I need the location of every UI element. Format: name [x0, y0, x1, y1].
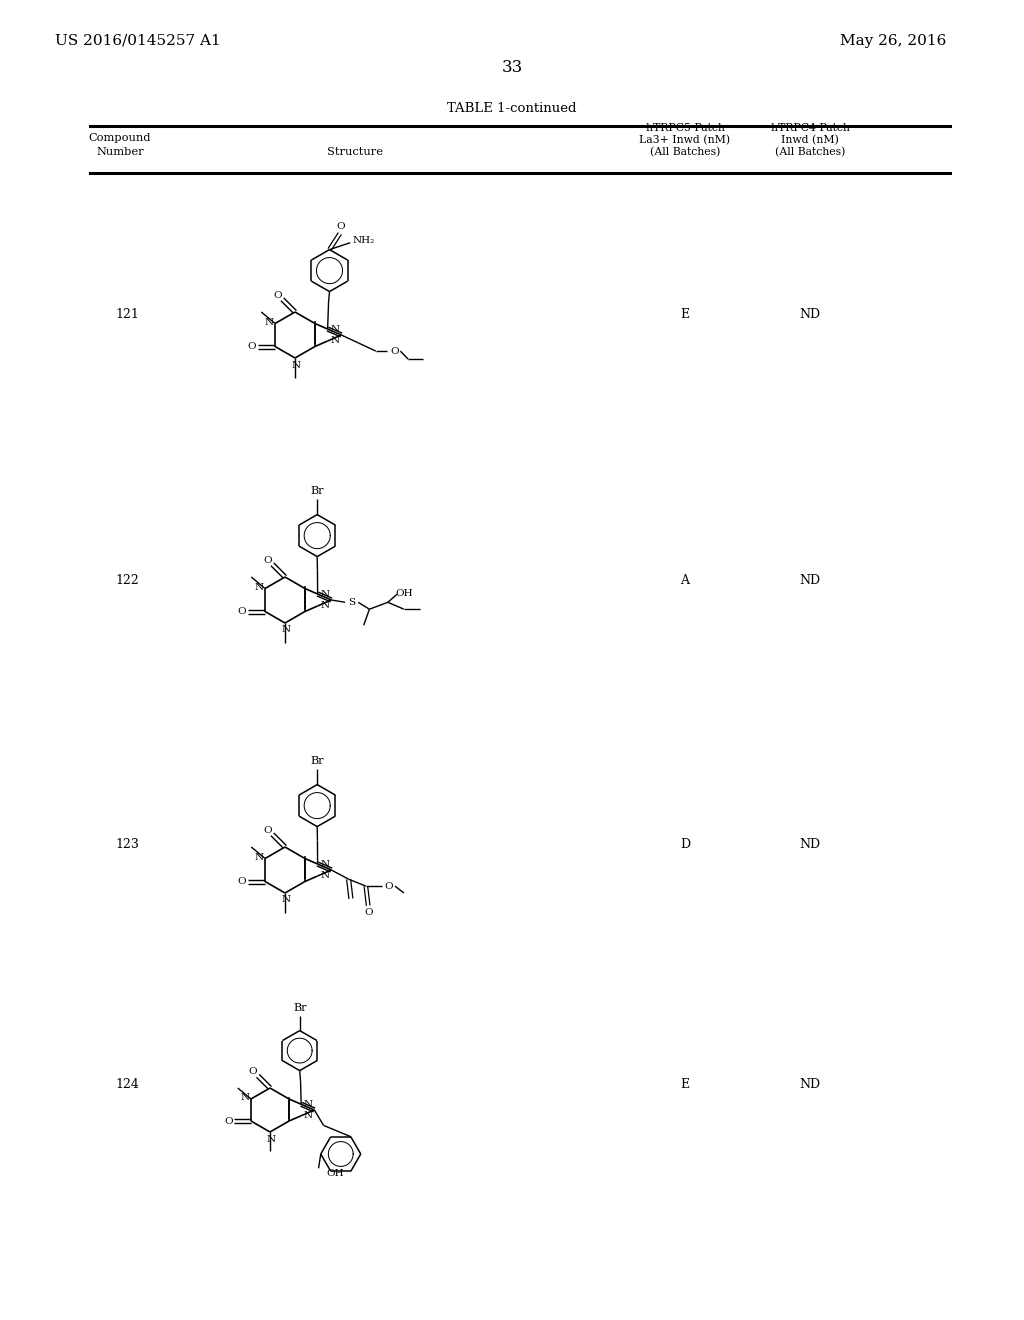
Text: ND: ND [800, 309, 820, 322]
Text: N: N [264, 318, 273, 327]
Text: D: D [680, 838, 690, 851]
Text: N: N [282, 626, 291, 635]
Text: O: O [238, 876, 246, 886]
Text: N: N [304, 1111, 312, 1121]
Text: N: N [282, 895, 291, 904]
Text: O: O [263, 826, 271, 834]
Text: La3+ Inwd (nM): La3+ Inwd (nM) [639, 135, 730, 145]
Text: (All Batches): (All Batches) [650, 147, 720, 157]
Text: O: O [224, 1117, 232, 1126]
Text: O: O [365, 908, 374, 917]
Text: N: N [266, 1134, 275, 1143]
Text: hTRPC4 Patch: hTRPC4 Patch [771, 123, 850, 133]
Text: A: A [681, 573, 689, 586]
Text: (All Batches): (All Batches) [775, 147, 845, 157]
Text: O: O [273, 290, 282, 300]
Text: May 26, 2016: May 26, 2016 [840, 34, 946, 48]
Text: N: N [330, 325, 339, 334]
Text: 33: 33 [502, 59, 522, 77]
Text: N: N [330, 337, 339, 346]
Text: Br: Br [293, 1003, 306, 1014]
Text: O: O [385, 882, 393, 891]
Text: N: N [321, 859, 329, 869]
Text: E: E [680, 309, 689, 322]
Text: NH₂: NH₂ [352, 236, 375, 246]
Text: N: N [255, 583, 263, 591]
Text: Number: Number [96, 147, 143, 157]
Text: O: O [263, 556, 271, 565]
Text: TABLE 1-continued: TABLE 1-continued [447, 102, 577, 115]
Text: N: N [321, 602, 329, 610]
Text: US 2016/0145257 A1: US 2016/0145257 A1 [55, 34, 221, 48]
Text: OH: OH [395, 589, 413, 598]
Text: ND: ND [800, 838, 820, 851]
Text: ND: ND [800, 1078, 820, 1092]
Text: O: O [248, 342, 256, 351]
Text: OH: OH [326, 1168, 344, 1177]
Text: 122: 122 [115, 573, 138, 586]
Text: O: O [337, 222, 345, 231]
Text: Inwd (nM): Inwd (nM) [781, 135, 839, 145]
Text: hTRPC5 Patch: hTRPC5 Patch [645, 123, 724, 133]
Text: N: N [241, 1093, 250, 1102]
Text: S: S [348, 598, 355, 607]
Text: ND: ND [800, 573, 820, 586]
Text: E: E [680, 1078, 689, 1092]
Text: N: N [321, 871, 329, 880]
Text: 123: 123 [115, 838, 139, 851]
Text: O: O [390, 347, 398, 355]
Text: N: N [255, 853, 263, 862]
Text: Br: Br [310, 755, 324, 766]
Text: O: O [238, 607, 246, 616]
Text: 124: 124 [115, 1078, 139, 1092]
Text: N: N [321, 590, 329, 598]
Text: Compound: Compound [89, 133, 152, 143]
Text: O: O [249, 1068, 257, 1076]
Text: 121: 121 [115, 309, 139, 322]
Text: Structure: Structure [327, 147, 383, 157]
Text: Br: Br [310, 486, 324, 495]
Text: N: N [304, 1100, 312, 1109]
Text: N: N [292, 360, 301, 370]
